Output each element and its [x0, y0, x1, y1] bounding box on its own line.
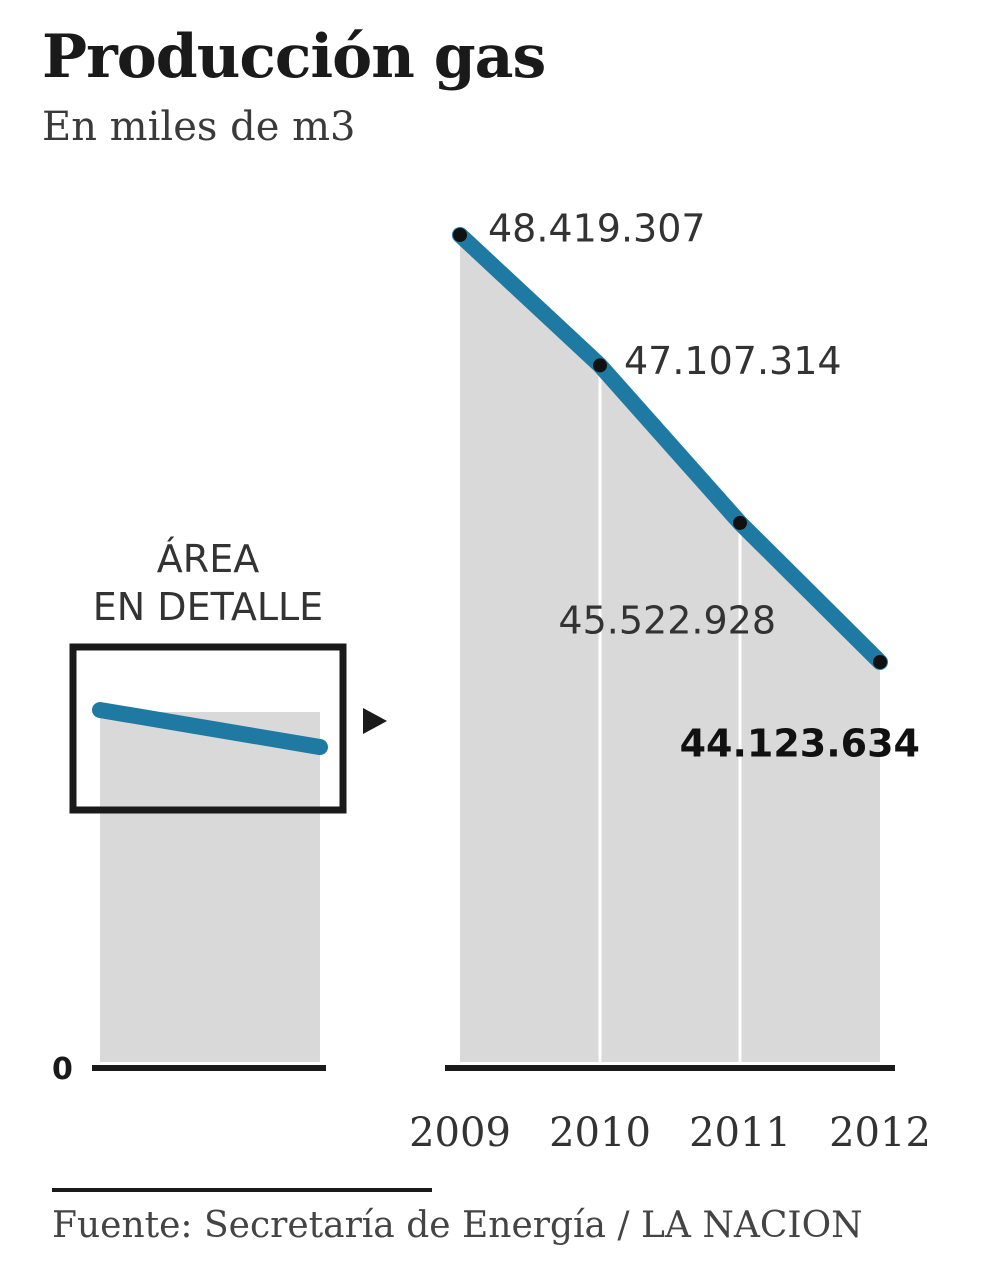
inset-label-line1: ÁREA [157, 537, 259, 581]
chart-subtitle: En miles de m3 [42, 104, 356, 150]
inset-area [100, 712, 320, 1062]
x-tick-labels: 2009 2010 2011 2012 [409, 1110, 931, 1156]
data-points [453, 228, 887, 669]
series-line [452, 227, 888, 670]
arrow-right-icon [363, 708, 387, 734]
data-point [733, 515, 747, 530]
year-dividers [598, 365, 742, 1062]
area-fill [460, 235, 880, 1062]
x-tick-label: 2009 [409, 1110, 511, 1156]
x-tick-label: 2012 [829, 1110, 931, 1156]
main-chart: 48.419.307 47.107.314 45.522.928 44.123.634… [409, 207, 931, 1157]
zero-label: 0 [52, 1052, 73, 1087]
inset-label-line2: EN DETALLE [93, 585, 323, 629]
value-label: 48.419.307 [488, 207, 706, 251]
chart-title: Producción gas [42, 22, 546, 92]
value-labels: 48.419.307 47.107.314 45.522.928 44.123.634 [488, 207, 920, 766]
source-note: Fuente: Secretaría de Energía / LA NACIO… [52, 1205, 863, 1246]
value-label: 44.123.634 [680, 722, 920, 766]
detail-frame [69, 643, 347, 814]
x-tick-label: 2010 [549, 1110, 651, 1156]
value-label: 47.107.314 [624, 339, 842, 383]
value-label: 45.522.928 [558, 598, 776, 642]
inset-chart: ÁREA EN DETALLE 0 [52, 537, 387, 1087]
data-point [453, 228, 467, 242]
x-tick-label: 2011 [689, 1110, 791, 1156]
data-point [593, 358, 607, 373]
inset-line [92, 702, 328, 756]
data-point [873, 655, 887, 669]
